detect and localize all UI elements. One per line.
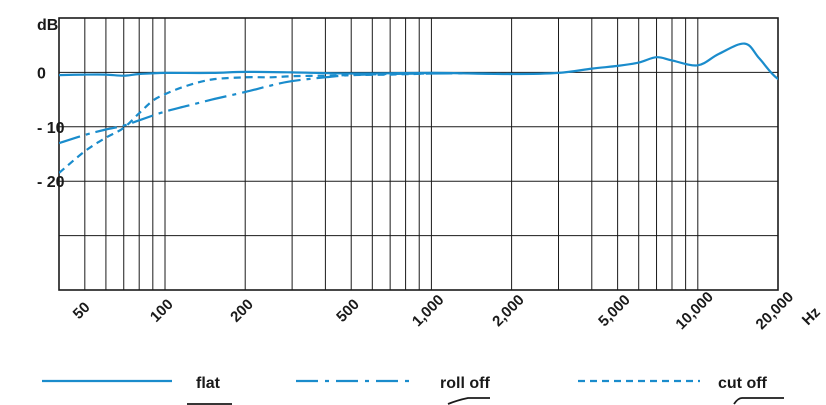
legend-entry-flat: flat: [42, 375, 232, 405]
series-line-cut-off: [59, 72, 432, 174]
legend-entry-cut-off: cut off: [578, 375, 784, 405]
x-tick-labels: 50 100 200 500 1,000 2,000 5,000 10,000 20,000: [70, 289, 797, 333]
x-tick-label: 5,000: [595, 292, 634, 331]
y-tick-labels: 0 - 10 - 20: [37, 65, 65, 191]
x-tick-label: 1,000: [409, 292, 448, 331]
x-tick-label: 50: [70, 299, 94, 323]
chart-grid: [58, 17, 779, 291]
series-line-roll-off: [59, 72, 512, 145]
x-axis-unit-label: Hz: [799, 304, 824, 329]
x-tick-label: 200: [227, 296, 257, 326]
cut-off-filter-symbol: [733, 397, 784, 405]
chart-curves: [59, 42, 778, 174]
y-axis-unit-label: dB: [37, 17, 58, 34]
x-tick-label: 100: [147, 296, 177, 326]
y-tick-label: 0: [37, 65, 46, 82]
y-tick-label: - 10: [37, 120, 65, 137]
legend-entry-roll-off: roll off: [296, 375, 490, 405]
x-tick-label: 2,000: [489, 292, 528, 331]
legend-label-cut-off: cut off: [718, 375, 768, 392]
y-tick-label: - 20: [37, 174, 65, 191]
x-tick-label: 10,000: [672, 289, 716, 333]
x-tick-label: 500: [333, 296, 363, 326]
series-line-flat: [59, 42, 778, 81]
plot-frame: [58, 17, 779, 291]
axis-labels: dB Hz: [37, 17, 824, 329]
legend-label-flat: flat: [196, 375, 221, 392]
legend: flat roll off cut off: [42, 375, 784, 405]
legend-label-roll-off: roll off: [440, 375, 490, 392]
roll-off-filter-symbol: [447, 397, 490, 405]
x-tick-label: 20,000: [753, 289, 797, 333]
